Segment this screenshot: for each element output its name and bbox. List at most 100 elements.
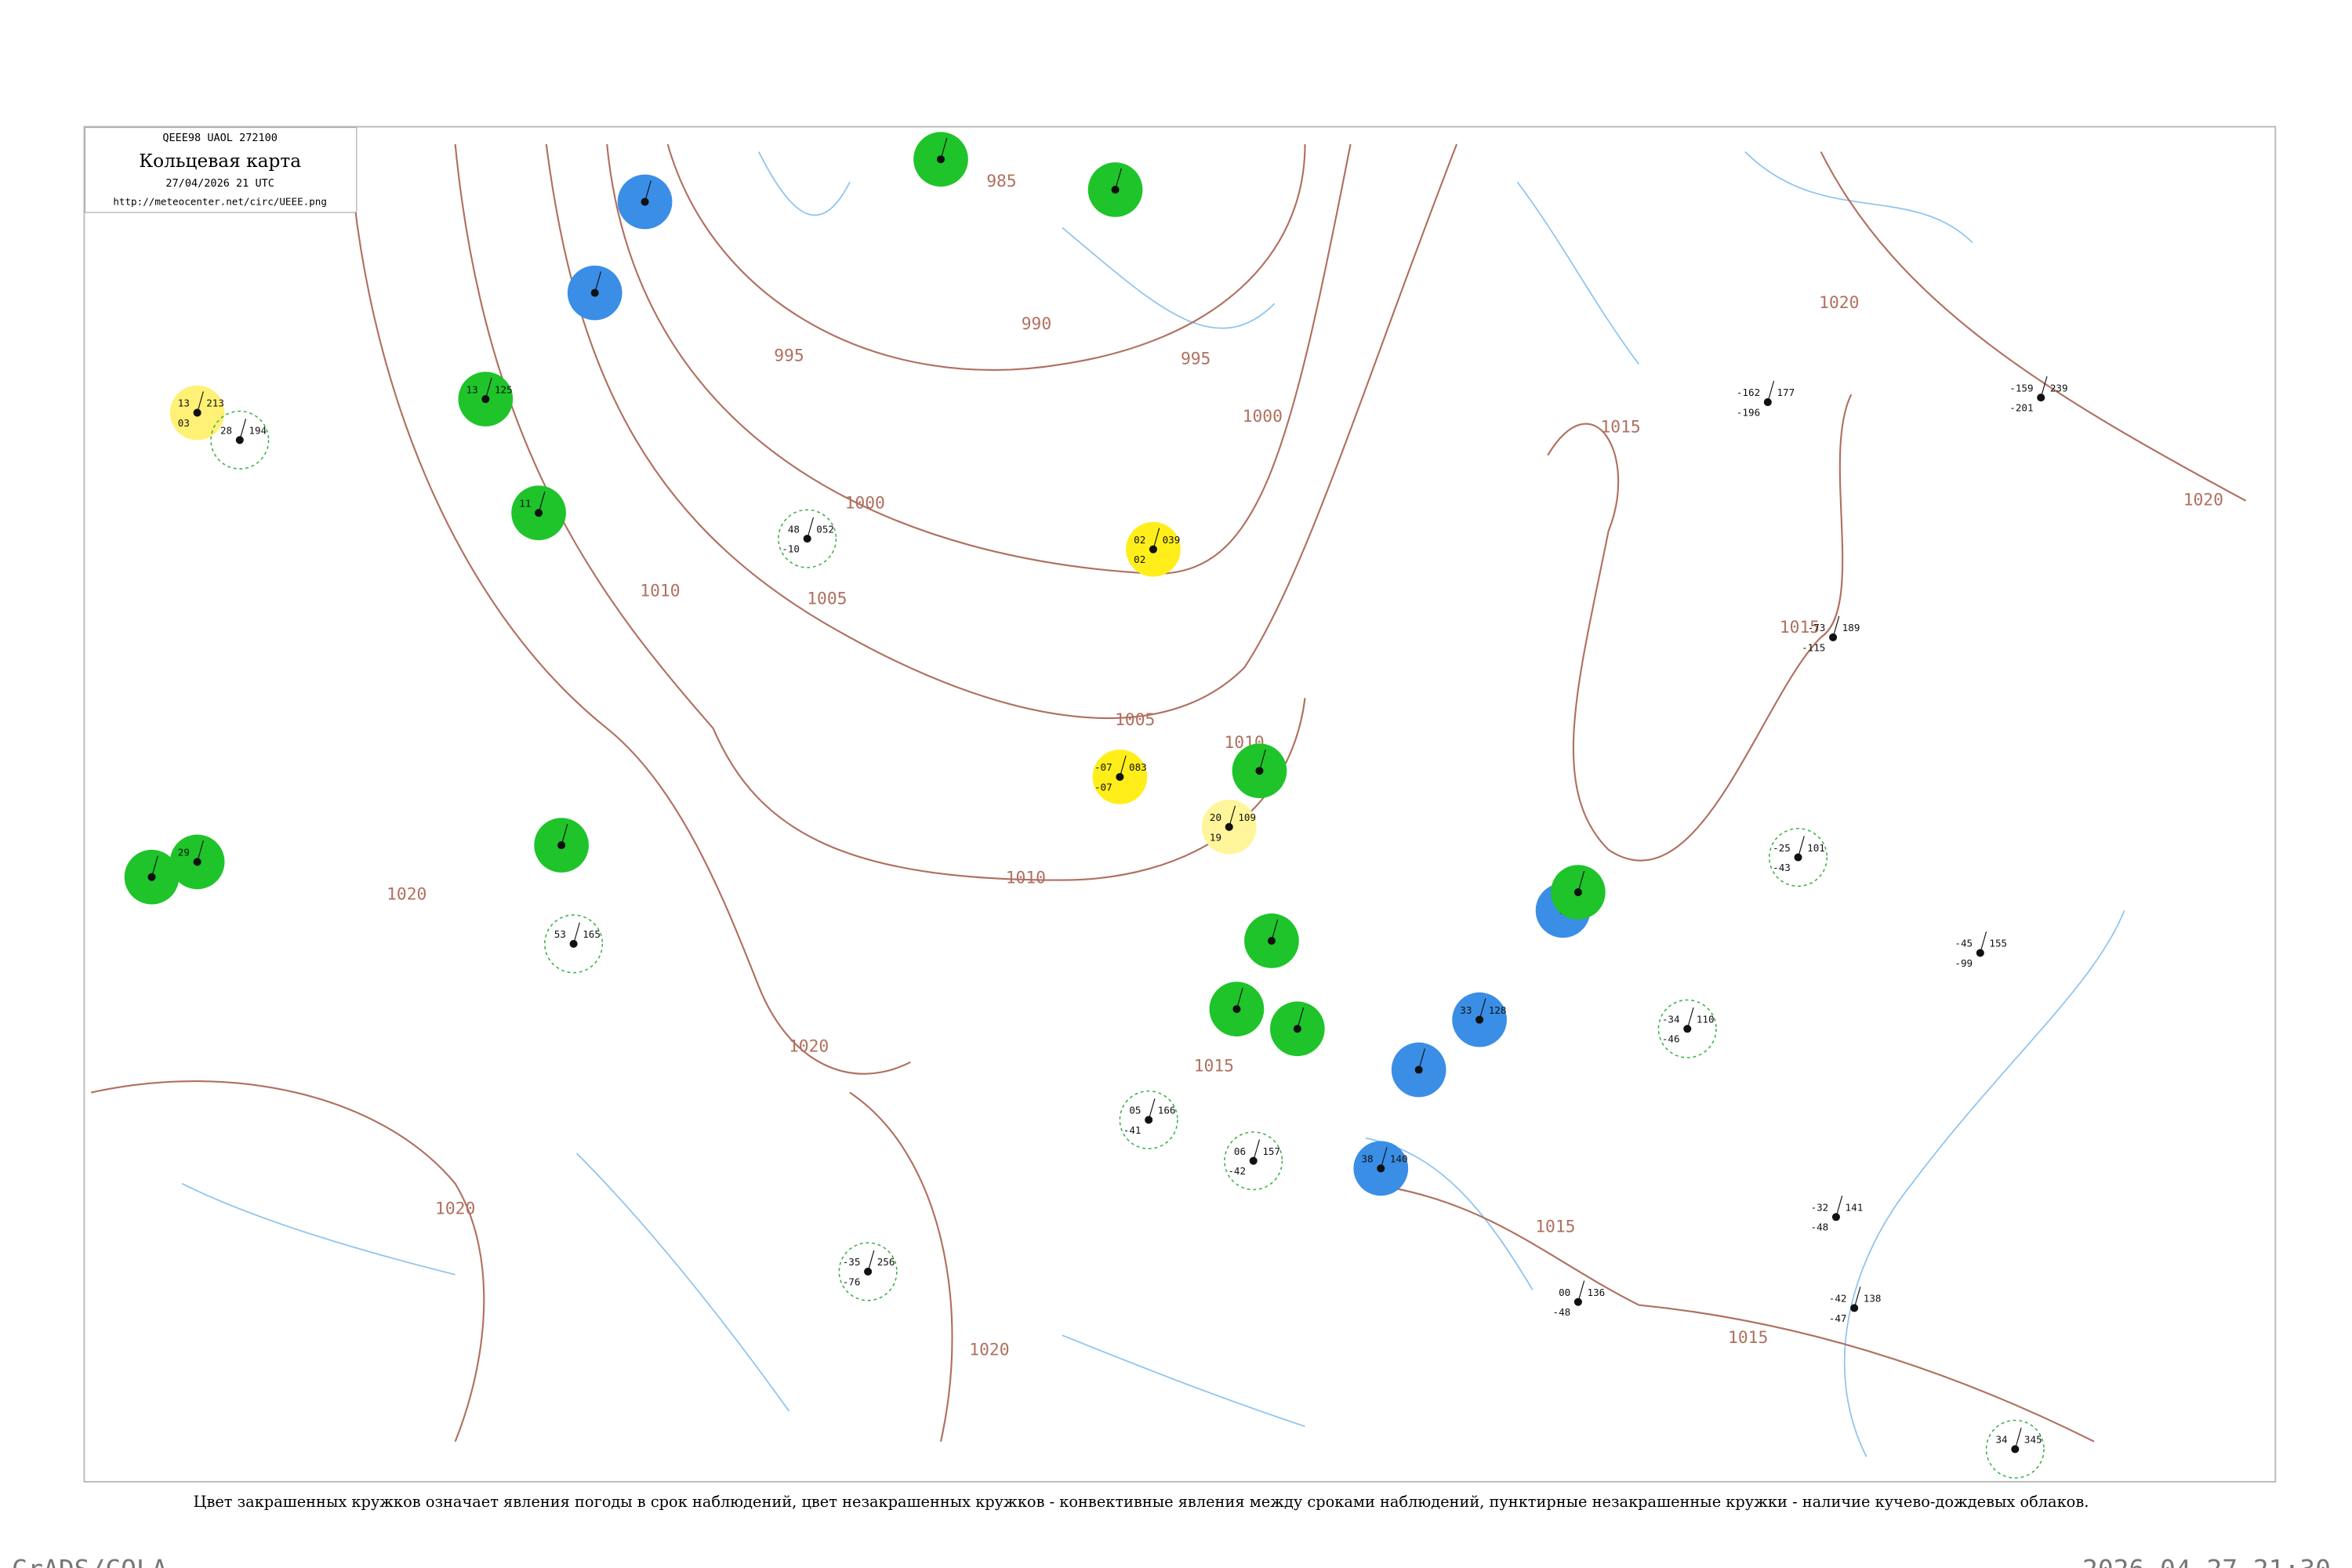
station bbox=[1391, 1042, 1446, 1098]
station-dot bbox=[1145, 1116, 1153, 1124]
wind-barb bbox=[1797, 836, 1805, 858]
temperature: 34 bbox=[1995, 1434, 2007, 1446]
cb-cloud-ring bbox=[778, 509, 837, 568]
station: -35 256 -76 bbox=[838, 1242, 898, 1301]
temperature: -162 bbox=[1737, 387, 1760, 398]
station: 00 136 -48 bbox=[1553, 1280, 1605, 1318]
caption: Цвет закрашенных кружков означает явлени… bbox=[194, 1493, 2089, 1511]
temperature: 13 bbox=[466, 383, 478, 395]
station-dot bbox=[235, 436, 244, 445]
wind-barb bbox=[644, 180, 652, 202]
cb-cloud-ring bbox=[1769, 828, 1828, 887]
isobar-label: 1015 bbox=[1780, 618, 1820, 637]
footer-right: 2026-04-27-21:30 bbox=[2082, 1554, 2331, 1568]
station: 38 140 bbox=[1353, 1141, 1409, 1196]
station bbox=[567, 265, 622, 321]
station-dot bbox=[1293, 1025, 1301, 1033]
pressure: 189 bbox=[1842, 622, 1860, 633]
isobar-labels: 985 990 995 995 1000 1000 1005 1005 1010 1010 101 0… bbox=[387, 172, 2223, 1359]
station-dot bbox=[1850, 1304, 1859, 1312]
river-lines bbox=[181, 151, 2125, 1457]
station: -42 138 -47 bbox=[1829, 1287, 1881, 1324]
wind-barb bbox=[1980, 931, 1987, 953]
isobar bbox=[666, 143, 1306, 371]
isobar-label: 1015 bbox=[1194, 1056, 1234, 1076]
isobar-label: 1010 bbox=[640, 582, 680, 601]
pressure: 110 bbox=[1697, 1014, 1715, 1025]
isobar-label: 1010 bbox=[1006, 868, 1046, 887]
map-frame bbox=[83, 125, 2277, 1483]
isobar-label: 1005 bbox=[1115, 710, 1155, 730]
dew-point: -48 bbox=[1553, 1306, 1571, 1318]
dew-point: -41 bbox=[1123, 1124, 1142, 1136]
cb-cloud-ring bbox=[838, 1242, 898, 1301]
station: 28 194 bbox=[210, 410, 270, 470]
dew-point: 03 bbox=[178, 417, 190, 429]
isobar-label: 1020 bbox=[2183, 491, 2223, 510]
cb-cloud-ring bbox=[544, 914, 604, 974]
wind-barb bbox=[1229, 805, 1236, 828]
temperature: 29 bbox=[178, 847, 190, 858]
isobar bbox=[606, 143, 1352, 575]
pressure: 165 bbox=[583, 928, 601, 940]
station-dot bbox=[1683, 1025, 1692, 1033]
wind-barb bbox=[1686, 1007, 1694, 1029]
station-dot bbox=[1573, 888, 1582, 897]
station: 34 345 bbox=[1985, 1419, 2045, 1479]
isobar-label: 1020 bbox=[435, 1199, 475, 1218]
station: 13 213 03 bbox=[169, 385, 225, 441]
station bbox=[124, 849, 180, 905]
footer-left: GrADS/COLA bbox=[12, 1554, 167, 1568]
station bbox=[913, 132, 968, 187]
temperature: 06 bbox=[1234, 1145, 1246, 1157]
station: 06 157 -42 bbox=[1224, 1131, 1283, 1191]
wind-barb bbox=[1832, 615, 1840, 638]
pressure: 194 bbox=[249, 425, 267, 437]
dew-point: -43 bbox=[1773, 862, 1791, 873]
cb-cloud-ring bbox=[210, 410, 270, 470]
pressure: 213 bbox=[206, 397, 224, 409]
wind-barb bbox=[1380, 1147, 1388, 1169]
wind-barb bbox=[485, 377, 492, 400]
wind-barb bbox=[1297, 1007, 1305, 1029]
temperature: -25 bbox=[1773, 842, 1791, 854]
station-dot bbox=[569, 939, 578, 948]
pressure: 140 bbox=[1390, 1153, 1408, 1165]
stations: 13 213 03 28 194 13 125 11 02 039 02 -07 083 -07 20 109… bbox=[124, 132, 2068, 1479]
wind-barb bbox=[1119, 755, 1127, 778]
wind-barb bbox=[1479, 998, 1486, 1020]
temperature: 53 bbox=[554, 928, 566, 940]
wind-barb bbox=[197, 840, 204, 862]
wind-barb bbox=[1152, 528, 1160, 550]
station bbox=[1209, 982, 1265, 1036]
pressure: 109 bbox=[1238, 811, 1256, 823]
wind-barb bbox=[151, 855, 158, 877]
station: -45 155 -99 bbox=[1955, 931, 2007, 969]
wind-barb bbox=[867, 1250, 875, 1272]
pressure: 128 bbox=[1489, 1004, 1507, 1016]
isobar-label: 1020 bbox=[969, 1340, 1009, 1359]
temperature: -35 bbox=[843, 1256, 861, 1268]
temperature: 11 bbox=[519, 497, 531, 509]
isobar-label: 1020 bbox=[789, 1036, 829, 1056]
station-dot bbox=[1794, 853, 1802, 862]
temperature: -07 bbox=[1094, 761, 1112, 773]
station: 29 bbox=[169, 834, 225, 890]
dew-point: -46 bbox=[1662, 1033, 1680, 1045]
station: 48 052 -10 bbox=[778, 509, 837, 568]
wind-barb bbox=[1115, 168, 1122, 191]
pressure: 177 bbox=[1777, 387, 1795, 398]
station-dot bbox=[1249, 1156, 1258, 1165]
wind-barb bbox=[573, 922, 580, 945]
station bbox=[1232, 743, 1287, 799]
wind-barb bbox=[594, 271, 602, 293]
wind-barb bbox=[197, 391, 204, 413]
pressure: 052 bbox=[816, 523, 834, 535]
dew-point: -201 bbox=[2009, 402, 2033, 414]
station-dot bbox=[1414, 1065, 1423, 1074]
dew-point: -196 bbox=[1737, 406, 1760, 418]
pressure: 141 bbox=[1846, 1202, 1864, 1214]
wind-barb bbox=[1236, 987, 1243, 1010]
